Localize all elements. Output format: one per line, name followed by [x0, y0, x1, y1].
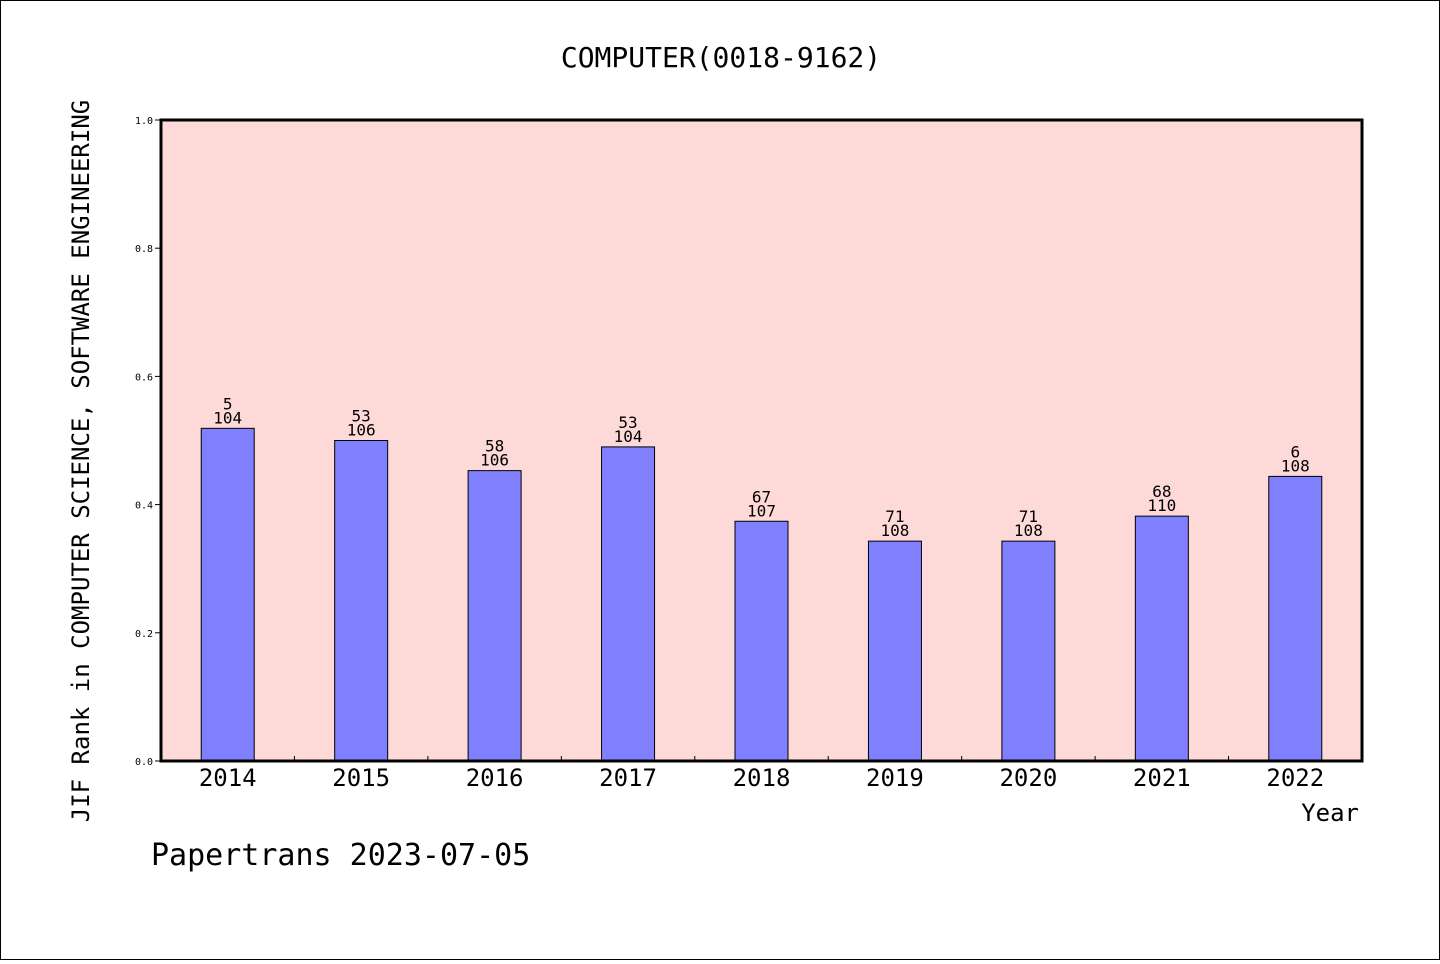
bar-rank-label: 53 [352, 407, 371, 426]
bar-total-label: 104 [213, 408, 242, 427]
bar-rank-label: 71 [1019, 507, 1038, 526]
bar [734, 520, 789, 762]
y-axis-ticks: 0.0 0.2 0.4 0.6 0.8 1.0 [135, 116, 161, 768]
bar [867, 540, 922, 762]
x-tick-label: 2016 [466, 764, 524, 792]
bar [1134, 515, 1189, 762]
y-tick-label: 0.2 [135, 629, 153, 640]
x-tick-label: 2022 [1266, 764, 1324, 792]
bar [601, 446, 656, 762]
plot-area [159, 118, 1364, 763]
bar-total-label: 108 [1014, 521, 1043, 540]
x-axis-ticks: 2014 2015 2016 2017 2018 2019 2020 2021 2022 [199, 756, 1324, 792]
bar-total-label: 107 [747, 501, 776, 520]
y-tick-label: 0.4 [135, 501, 153, 512]
x-tick-label: 2017 [599, 764, 657, 792]
bar-rank-label: 58 [485, 437, 504, 456]
bar-total-label: 106 [480, 451, 509, 470]
bar [200, 427, 255, 762]
bar-total-label: 110 [1147, 496, 1176, 515]
bar-total-label: 108 [880, 521, 909, 540]
x-tick-label: 2019 [866, 764, 924, 792]
bar-rank-label: 53 [618, 413, 637, 432]
x-tick-label: 2021 [1133, 764, 1191, 792]
bar-total-label: 104 [614, 427, 643, 446]
x-tick-label: 2018 [733, 764, 791, 792]
bar-rank-label: 68 [1152, 482, 1171, 501]
bar-rank-label: 71 [885, 507, 904, 526]
x-tick-label: 2014 [199, 764, 257, 792]
y-axis-label: JIF Rank in COMPUTER SCIENCE, SOFTWARE E… [67, 100, 95, 822]
y-tick-label: 0.8 [135, 244, 153, 255]
bar-total-label: 106 [347, 421, 376, 440]
bar-rank-label: 5 [223, 394, 233, 413]
bar-rank-label: 67 [752, 487, 771, 506]
y-tick-label: 0.0 [135, 757, 153, 768]
x-tick-label: 2015 [332, 764, 390, 792]
bar-rank-label: 6 [1290, 442, 1300, 461]
y-tick-label: 1.0 [135, 116, 153, 127]
bar [1268, 475, 1323, 762]
x-axis-label: Year [1301, 799, 1359, 827]
footer-text: Papertrans 2023-07-05 [151, 838, 530, 873]
bar [467, 470, 522, 762]
bar [334, 440, 389, 762]
chart-title: COMPUTER(0018-9162) [561, 41, 881, 74]
bar-total-label: 108 [1281, 456, 1310, 475]
bar [1001, 540, 1056, 762]
x-tick-label: 2020 [999, 764, 1057, 792]
y-tick-label: 0.6 [135, 372, 153, 383]
